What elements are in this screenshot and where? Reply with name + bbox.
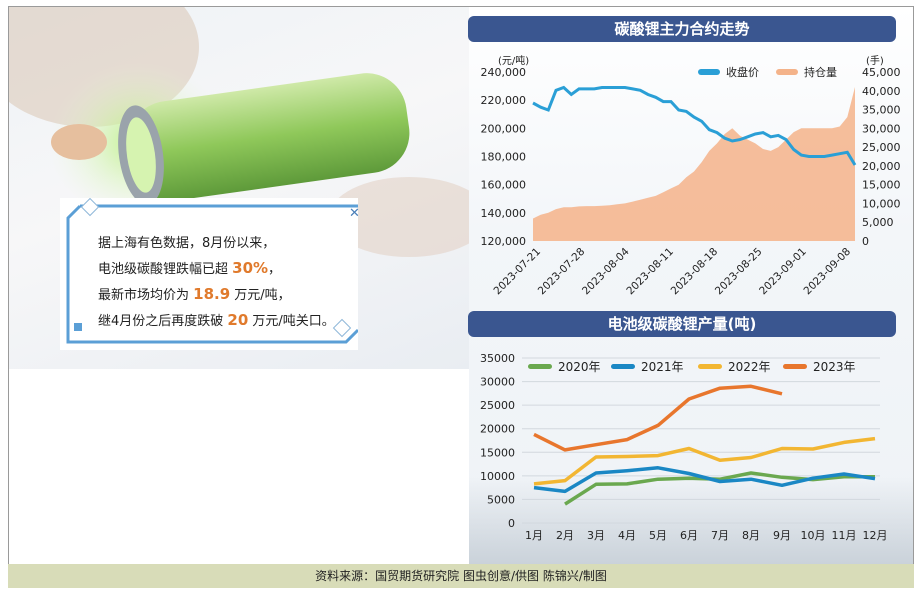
x-tick: 4月 <box>618 529 636 542</box>
y-tick: 15000 <box>480 446 515 459</box>
y-tick: 0 <box>508 517 515 530</box>
y-left-tick: 240,000 <box>481 66 527 79</box>
chart1-title: 碳酸锂主力合约走势 <box>468 16 896 42</box>
y-right-tick: 25,000 <box>862 141 901 154</box>
legend-label: 2020年 <box>558 360 601 374</box>
y-tick: 25000 <box>480 399 515 412</box>
legend-swatch <box>698 364 722 369</box>
y-right-tick: 0 <box>862 235 869 248</box>
x-tick: 7月 <box>711 529 729 542</box>
legend-oi-swatch <box>776 69 798 75</box>
callout-line-2: 电池级碳酸锂跌幅已超 30%， <box>98 259 282 277</box>
y-tick: 5000 <box>487 493 515 506</box>
y-right-tick: 20,000 <box>862 160 901 173</box>
y-right-tick: 15,000 <box>862 179 901 192</box>
x-tick: 3月 <box>587 529 605 542</box>
legend-oi-label: 持仓量 <box>804 65 837 79</box>
x-tick: 11月 <box>832 529 857 542</box>
y-left-tick: 200,000 <box>481 122 527 135</box>
y-left-tick: 220,000 <box>481 94 527 107</box>
legend-close-label: 收盘价 <box>726 65 759 79</box>
open-interest-area <box>533 87 855 241</box>
callout-line-3: 最新市场均价为 18.9 万元/吨， <box>98 285 291 303</box>
production-chart: 35000 30000 25000 20000 15000 10000 5000 0 1月 2月 3… <box>480 352 888 542</box>
x-tick: 10月 <box>801 529 826 542</box>
x-tick: 2月 <box>556 529 574 542</box>
callout-border <box>66 198 358 344</box>
y-left-unit: (元/吨) <box>498 54 529 67</box>
series-line-2023年 <box>533 384 783 452</box>
y-right-tick: 10,000 <box>862 197 901 210</box>
x-tick: 2023-09-08 <box>801 246 853 298</box>
callout-box: ✕ 据上海有色数据，8月份以来， 电池级碳酸锂跌幅已超 30%， 最新市场均价为… <box>60 198 360 350</box>
source-footer: 资料来源：国贸期货研究院 图虫创意/供图 陈锦兴/制图 <box>8 564 914 588</box>
circuit-board-background <box>469 477 913 567</box>
y-right-tick: 40,000 <box>862 85 901 98</box>
x-tick: 5月 <box>649 529 667 542</box>
y-tick: 30000 <box>480 376 515 389</box>
y-tick: 35000 <box>480 352 515 365</box>
legend-swatch <box>528 364 552 369</box>
legend-label: 2022年 <box>728 360 771 374</box>
series-line-2022年 <box>533 436 876 486</box>
y-left-tick: 120,000 <box>481 235 527 248</box>
callout-line-1: 据上海有色数据，8月份以来， <box>98 236 276 251</box>
highlight-threshold: 20 <box>227 311 249 329</box>
battery-illustration <box>9 7 469 257</box>
highlight-price: 18.9 <box>193 285 231 303</box>
legend-swatch <box>783 364 807 369</box>
y-tick: 10000 <box>480 470 515 483</box>
chart2-title: 电池级碳酸锂产量(吨) <box>468 311 896 337</box>
series-line-2020年 <box>564 471 875 506</box>
callout-line-4: 继4月份之后再度跌破 20 万元/吨关口。 <box>98 311 335 329</box>
futures-chart: 240,000 220,000 200,000 180,000 160,000 140,0… <box>481 54 901 298</box>
legend-label: 2021年 <box>641 360 684 374</box>
x-tick: 12月 <box>863 529 888 542</box>
x-tick: 6月 <box>680 529 698 542</box>
close-price-line <box>532 85 857 166</box>
y-left-tick: 160,000 <box>481 179 527 192</box>
y-right-unit: (手) <box>866 54 884 67</box>
x-tick: 9月 <box>773 529 791 542</box>
y-right-tick: 35,000 <box>862 104 901 117</box>
y-right-tick: 5,000 <box>862 216 894 229</box>
x-tick: 8月 <box>742 529 760 542</box>
series-line-2021年 <box>533 466 876 494</box>
y-left-tick: 180,000 <box>481 151 527 164</box>
y-right-tick: 45,000 <box>862 66 901 79</box>
y-left-tick: 140,000 <box>481 207 527 220</box>
highlight-drop: 30% <box>232 259 269 277</box>
legend-close-swatch <box>698 69 720 75</box>
legend-swatch <box>611 364 635 369</box>
y-right-tick: 30,000 <box>862 122 901 135</box>
y-tick: 20000 <box>480 423 515 436</box>
x-tick: 1月 <box>525 529 543 542</box>
legend-label: 2023年 <box>813 360 856 374</box>
close-icon[interactable]: ✕ <box>349 206 360 221</box>
